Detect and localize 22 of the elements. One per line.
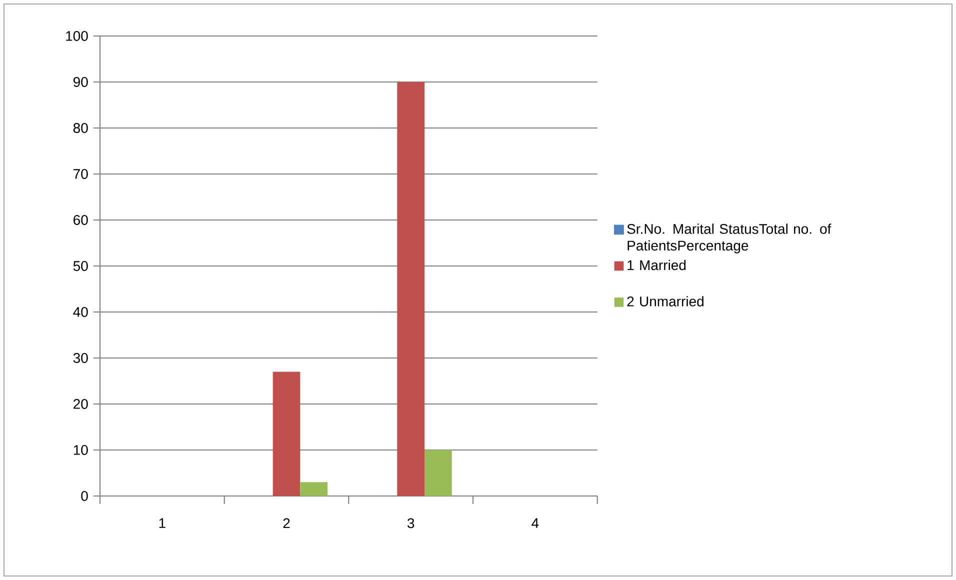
y-tick-label: 0 bbox=[81, 491, 88, 501]
x-tick-label: 3 bbox=[407, 518, 414, 528]
y-tick-label: 30 bbox=[73, 353, 88, 363]
y-tick-label: 70 bbox=[74, 169, 88, 179]
legend-label: Sr.No. Marital StatusTotal no. of PatientsPercentage bbox=[627, 224, 832, 254]
legend-label: 2 Unmarried bbox=[627, 296, 704, 306]
bar bbox=[272, 372, 300, 496]
y-tick-label: 100 bbox=[66, 31, 88, 41]
legend-label: 1 Married bbox=[628, 260, 686, 270]
bar bbox=[424, 450, 452, 496]
x-tick-label: 2 bbox=[283, 518, 290, 528]
y-tick-label: 20 bbox=[74, 399, 88, 409]
x-tick-label: 4 bbox=[532, 518, 539, 528]
y-tick-label: 90 bbox=[73, 77, 88, 87]
bar bbox=[397, 82, 425, 496]
y-tick-label: 50 bbox=[73, 261, 88, 271]
bar bbox=[300, 482, 328, 496]
y-tick-label: 10 bbox=[74, 445, 88, 455]
y-tick-label: 60 bbox=[74, 215, 88, 225]
x-tick-label: 1 bbox=[159, 518, 166, 528]
y-tick-label: 40 bbox=[73, 307, 88, 317]
y-tick-label: 80 bbox=[73, 123, 88, 133]
